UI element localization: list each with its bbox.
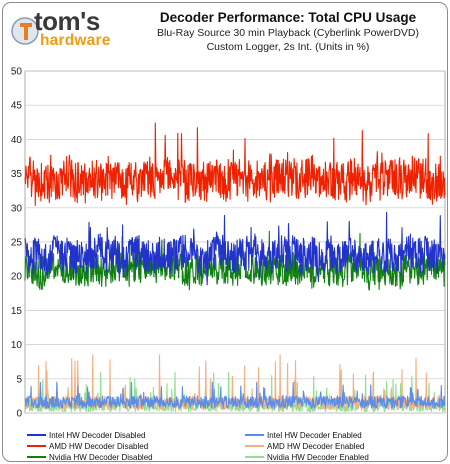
series-line-0 — [24, 211, 446, 286]
series-line-1 — [24, 381, 446, 409]
line-chart: 0 5 10 15 20 25 30 35 40 45 50 — [11, 67, 446, 420]
series-line-2 — [24, 122, 446, 207]
y-tick-label: 15 — [11, 306, 23, 317]
chart-title: Decoder Performance: Total CPU Usage — [159, 10, 417, 25]
legend-label: Intel HW Decoder Disabled — [49, 431, 146, 440]
logo-brand-bottom: hardware — [40, 32, 111, 49]
legend-swatch — [27, 433, 46, 436]
legend-item: Intel HW Decoder Disabled — [27, 431, 145, 441]
legend-swatch — [245, 444, 264, 447]
y-tick-label: 10 — [11, 340, 23, 351]
legend-item: Nvidia HW Decoder Disabled — [27, 453, 153, 462]
series-line-5 — [24, 371, 446, 413]
legend-item: AMD HW Decoder Enabled — [245, 442, 364, 452]
chart-subtitle-1: Blu-Ray Source 30 min Playback (Cyberlin… — [156, 27, 419, 39]
legend-swatch — [245, 433, 264, 436]
y-tick-label: 35 — [11, 169, 23, 180]
y-tick-label: 50 — [11, 67, 23, 78]
legend-label: AMD HW Decoder Enabled — [267, 442, 365, 451]
y-tick-label: 0 — [16, 409, 22, 420]
chart-titles: Decoder Performance: Total CPU Usage Blu… — [118, 9, 447, 54]
y-tick-label: 20 — [11, 272, 23, 283]
y-tick-label: 40 — [11, 135, 23, 146]
chart-subtitle-2: Custom Logger, 2s Int. (Units in %) — [206, 41, 370, 53]
y-tick-label: 5 — [16, 374, 22, 385]
logo-letter-icon — [20, 23, 32, 40]
y-tick-label: 30 — [11, 203, 23, 214]
brand-logo: tom's hardware — [10, 6, 110, 61]
legend-swatch — [27, 444, 46, 447]
legend-label: Intel HW Decoder Enabled — [267, 431, 362, 440]
legend-item: Nvidia HW Decoder Enabled — [245, 453, 369, 462]
series-line-4 — [24, 230, 446, 291]
legend-label: Nvidia HW Decoder Disabled — [49, 453, 153, 462]
logo-brand-top: tom's — [34, 6, 100, 36]
y-tick-label: 45 — [11, 101, 23, 112]
legend-swatch — [245, 455, 264, 458]
legend-item: AMD HW Decoder Disabled — [27, 442, 148, 452]
y-tick-label: 25 — [11, 238, 23, 249]
legend-label: Nvidia HW Decoder Enabled — [267, 453, 369, 462]
legend-label: AMD HW Decoder Disabled — [49, 442, 149, 451]
legend-swatch — [27, 455, 46, 458]
logo-graphic — [11, 17, 39, 45]
legend-item: Intel HW Decoder Enabled — [245, 431, 362, 441]
